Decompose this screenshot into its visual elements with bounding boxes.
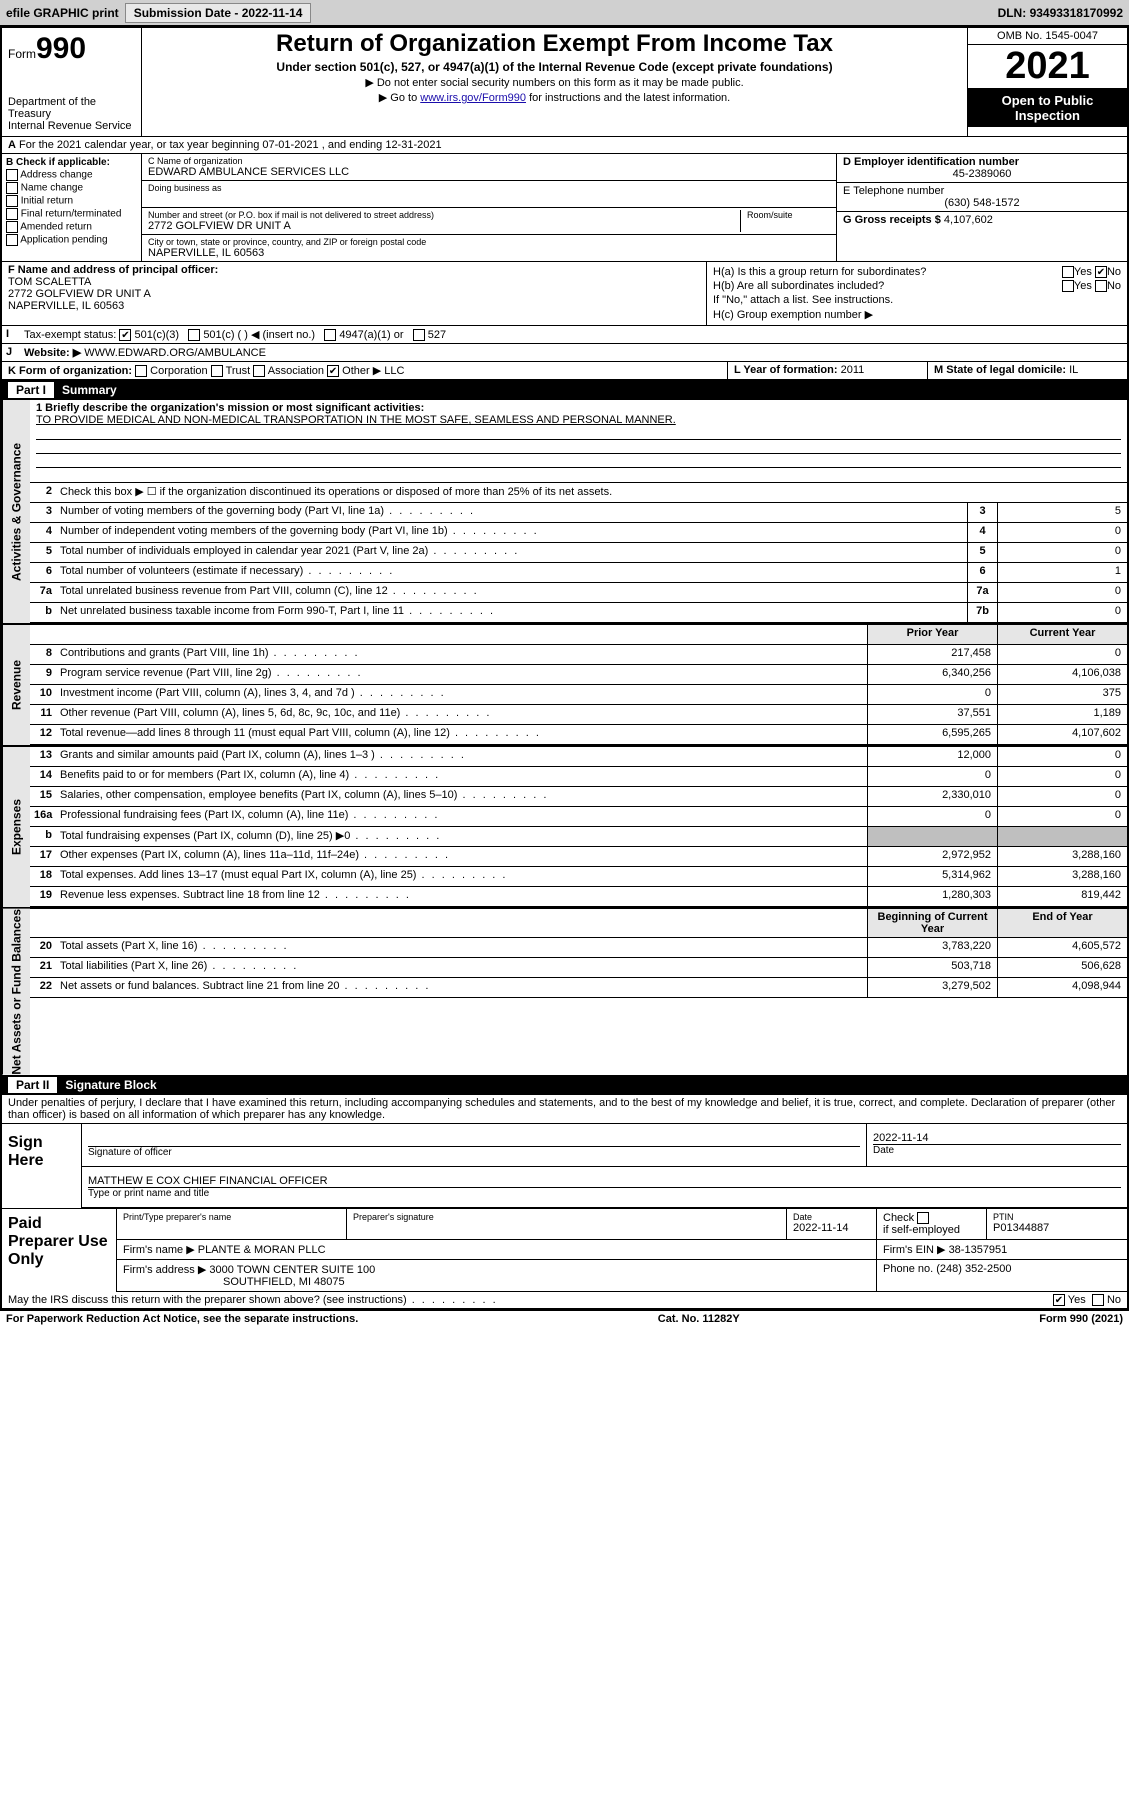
firm-name: PLANTE & MORAN PLLC (198, 1244, 326, 1256)
paid-preparer-block: Paid Preparer Use Only Print/Type prepar… (2, 1208, 1127, 1292)
side-label-expenses: Expenses (2, 747, 30, 907)
cb-final-return[interactable] (6, 208, 18, 220)
efile-label: efile GRAPHIC print (0, 6, 125, 20)
table-row: 10Investment income (Part VIII, column (… (30, 685, 1127, 705)
table-row: 14Benefits paid to or for members (Part … (30, 767, 1127, 787)
cb-hb-yes[interactable] (1062, 280, 1074, 292)
cb-application-pending[interactable] (6, 234, 18, 246)
cb-4947[interactable] (324, 329, 336, 341)
row-i-tax-status: I Tax-exempt status: 501(c)(3) 501(c) ( … (2, 326, 1127, 344)
cb-ha-yes[interactable] (1062, 266, 1074, 278)
cb-ha-no[interactable] (1095, 266, 1107, 278)
cb-corp[interactable] (135, 365, 147, 377)
side-label-netassets: Net Assets or Fund Balances (2, 909, 30, 1075)
cb-address-change[interactable] (6, 169, 18, 181)
table-row: 4Number of independent voting members of… (30, 523, 1127, 543)
phone-value: (630) 548-1572 (843, 197, 1121, 209)
revenue-section: Revenue Prior Year Current Year 8Contrib… (2, 623, 1127, 745)
table-row: 13Grants and similar amounts paid (Part … (30, 747, 1127, 767)
form-year-block: OMB No. 1545-0047 2021 Open to Public In… (967, 28, 1127, 136)
table-row: 5Total number of individuals employed in… (30, 543, 1127, 563)
cb-assoc[interactable] (253, 365, 265, 377)
governance-section: Activities & Governance 1 Briefly descri… (2, 400, 1127, 623)
cb-501c[interactable] (188, 329, 200, 341)
col-h-group: H(a) Is this a group return for subordin… (707, 262, 1127, 325)
table-row: 22Net assets or fund balances. Subtract … (30, 978, 1127, 998)
form-header: Form990 Department of the Treasury Inter… (2, 28, 1127, 137)
table-row: 7aTotal unrelated business revenue from … (30, 583, 1127, 603)
part2-header: Part II Signature Block (2, 1075, 1127, 1095)
cb-trust[interactable] (211, 365, 223, 377)
table-row: 19Revenue less expenses. Subtract line 1… (30, 887, 1127, 907)
website-value: WWW.EDWARD.ORG/AMBULANCE (84, 347, 266, 359)
top-toolbar: efile GRAPHIC print Submission Date - 20… (0, 0, 1129, 26)
table-row: 21Total liabilities (Part X, line 26)503… (30, 958, 1127, 978)
table-row: 11Other revenue (Part VIII, column (A), … (30, 705, 1127, 725)
cb-501c3[interactable] (119, 329, 131, 341)
officer-name: MATTHEW E COX CHIEF FINANCIAL OFFICER (88, 1175, 1121, 1187)
cb-527[interactable] (413, 329, 425, 341)
ein-value: 45-2389060 (843, 168, 1121, 180)
col-headers: Prior Year Current Year (30, 625, 1127, 645)
table-row: 17Other expenses (Part IX, column (A), l… (30, 847, 1127, 867)
part1-header: Part I Summary (2, 380, 1127, 400)
org-city: NAPERVILLE, IL 60563 (148, 247, 830, 259)
expenses-section: Expenses 13Grants and similar amounts pa… (2, 745, 1127, 907)
cb-other[interactable] (327, 365, 339, 377)
col-de: D Employer identification number 45-2389… (837, 154, 1127, 261)
table-row: bTotal fundraising expenses (Part IX, co… (30, 827, 1127, 847)
org-street: 2772 GOLFVIEW DR UNIT A (148, 220, 740, 232)
cb-initial-return[interactable] (6, 195, 18, 207)
block-fh: F Name and address of principal officer:… (2, 262, 1127, 326)
table-row: 9Program service revenue (Part VIII, lin… (30, 665, 1127, 685)
side-label-revenue: Revenue (2, 625, 30, 745)
net-col-headers: Beginning of Current Year End of Year (30, 909, 1127, 938)
gross-receipts: 4,107,602 (944, 214, 993, 226)
table-row: 12Total revenue—add lines 8 through 11 (… (30, 725, 1127, 745)
cb-discuss-no[interactable] (1092, 1294, 1104, 1306)
signature-intro: Under penalties of perjury, I declare th… (2, 1095, 1127, 1124)
row-klm: K Form of organization: Corporation Trus… (2, 362, 1127, 380)
cb-hb-no[interactable] (1095, 280, 1107, 292)
irs-link[interactable]: www.irs.gov/Form990 (420, 92, 526, 104)
table-row: 8Contributions and grants (Part VIII, li… (30, 645, 1127, 665)
table-row: 15Salaries, other compensation, employee… (30, 787, 1127, 807)
row-a-tax-year: A For the 2021 calendar year, or tax yea… (2, 137, 1127, 154)
table-row: 16aProfessional fundraising fees (Part I… (30, 807, 1127, 827)
org-name: EDWARD AMBULANCE SERVICES LLC (148, 166, 830, 178)
ptin-value: P01344887 (993, 1222, 1121, 1234)
col-f-officer: F Name and address of principal officer:… (2, 262, 707, 325)
block-bcd: B Check if applicable: Address change Na… (2, 154, 1127, 262)
sign-here-block: Sign Here Signature of officer 2022-11-1… (2, 1124, 1127, 1208)
table-row: 6Total number of volunteers (estimate if… (30, 563, 1127, 583)
table-row: 18Total expenses. Add lines 13–17 (must … (30, 867, 1127, 887)
cb-discuss-yes[interactable] (1053, 1294, 1065, 1306)
dln-label: DLN: 93493318170992 (992, 6, 1129, 20)
form-title: Return of Organization Exempt From Incom… (148, 30, 961, 58)
table-row: bNet unrelated business taxable income f… (30, 603, 1127, 623)
cb-name-change[interactable] (6, 182, 18, 194)
form-title-block: Return of Organization Exempt From Incom… (142, 28, 967, 136)
table-row: 3Number of voting members of the governi… (30, 503, 1127, 523)
row-j-website: J Website: ▶ WWW.EDWARD.ORG/AMBULANCE (2, 344, 1127, 362)
mission-text: TO PROVIDE MEDICAL AND NON-MEDICAL TRANS… (36, 414, 1121, 426)
cb-self-employed[interactable] (917, 1212, 929, 1224)
form-id-block: Form990 Department of the Treasury Inter… (2, 28, 142, 136)
mission-block: 1 Briefly describe the organization's mi… (30, 400, 1127, 483)
netassets-section: Net Assets or Fund Balances Beginning of… (2, 907, 1127, 1075)
line-2: 2 Check this box ▶ ☐ if the organization… (30, 483, 1127, 503)
col-b-checkboxes: B Check if applicable: Address change Na… (2, 154, 142, 261)
form-container: Form990 Department of the Treasury Inter… (0, 26, 1129, 1311)
submission-date-button[interactable]: Submission Date - 2022-11-14 (125, 3, 312, 23)
page-footer: For Paperwork Reduction Act Notice, see … (0, 1311, 1129, 1327)
side-label-governance: Activities & Governance (2, 400, 30, 623)
col-c-org-name: C Name of organization EDWARD AMBULANCE … (142, 154, 837, 261)
table-row: 20Total assets (Part X, line 16)3,783,22… (30, 938, 1127, 958)
cb-amended-return[interactable] (6, 221, 18, 233)
discuss-row: May the IRS discuss this return with the… (2, 1292, 1127, 1309)
